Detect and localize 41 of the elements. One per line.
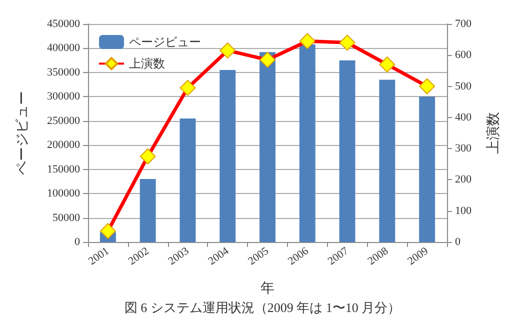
legend-label: 上演数 [129, 56, 165, 71]
x-tick-label: 2001 [86, 245, 112, 268]
y-tick-label: 350000 [47, 66, 80, 78]
y-tick-label: 450000 [47, 18, 80, 30]
legend-label: ページビュー [129, 35, 201, 49]
y2-tick-label: 100 [455, 204, 472, 217]
x-tick-label: 2004 [206, 244, 232, 268]
y2-tick-label: 0 [455, 236, 461, 248]
bar [220, 70, 236, 242]
bar [299, 44, 316, 242]
y2-axis-title: 上演数 [486, 112, 502, 154]
y-tick-label: 400000 [47, 42, 80, 54]
y2-tick-label: 600 [455, 49, 472, 62]
x-tick-label: 2002 [126, 245, 152, 268]
y-tick-label: 150000 [47, 163, 80, 176]
y2-tick-label: 300 [455, 142, 472, 155]
y2-tick-label: 200 [455, 174, 472, 186]
y2-tick-label: 500 [455, 80, 472, 92]
y-tick-label: 250000 [47, 114, 80, 127]
y-tick-label: 200000 [47, 139, 80, 152]
x-tick-label: 2006 [286, 244, 312, 268]
bar [339, 60, 356, 242]
bar [260, 52, 276, 242]
y2-tick-label: 400 [455, 111, 472, 124]
x-tick-label: 2008 [366, 244, 392, 268]
bar [379, 80, 396, 242]
bar [419, 96, 436, 242]
x-tick-label: 2003 [166, 244, 192, 268]
caption: 図 6 システム運用状況（2009 年は 1〜10 月分） [124, 300, 401, 315]
y-tick-label: 300000 [47, 90, 80, 103]
y-tick-label: 100000 [47, 188, 80, 200]
x-tick-label: 2007 [326, 244, 352, 268]
y2-tick-label: 700 [455, 18, 472, 30]
y-tick-label: 0 [74, 236, 80, 248]
bar [140, 179, 156, 242]
x-tick-label: 2009 [406, 244, 431, 268]
x-axis-title: 年 [260, 280, 274, 296]
y-axis-title: ページビュー [14, 91, 30, 175]
y-tick-label: 50000 [52, 212, 80, 224]
bar [180, 118, 196, 242]
x-tick-label: 2005 [246, 244, 272, 268]
